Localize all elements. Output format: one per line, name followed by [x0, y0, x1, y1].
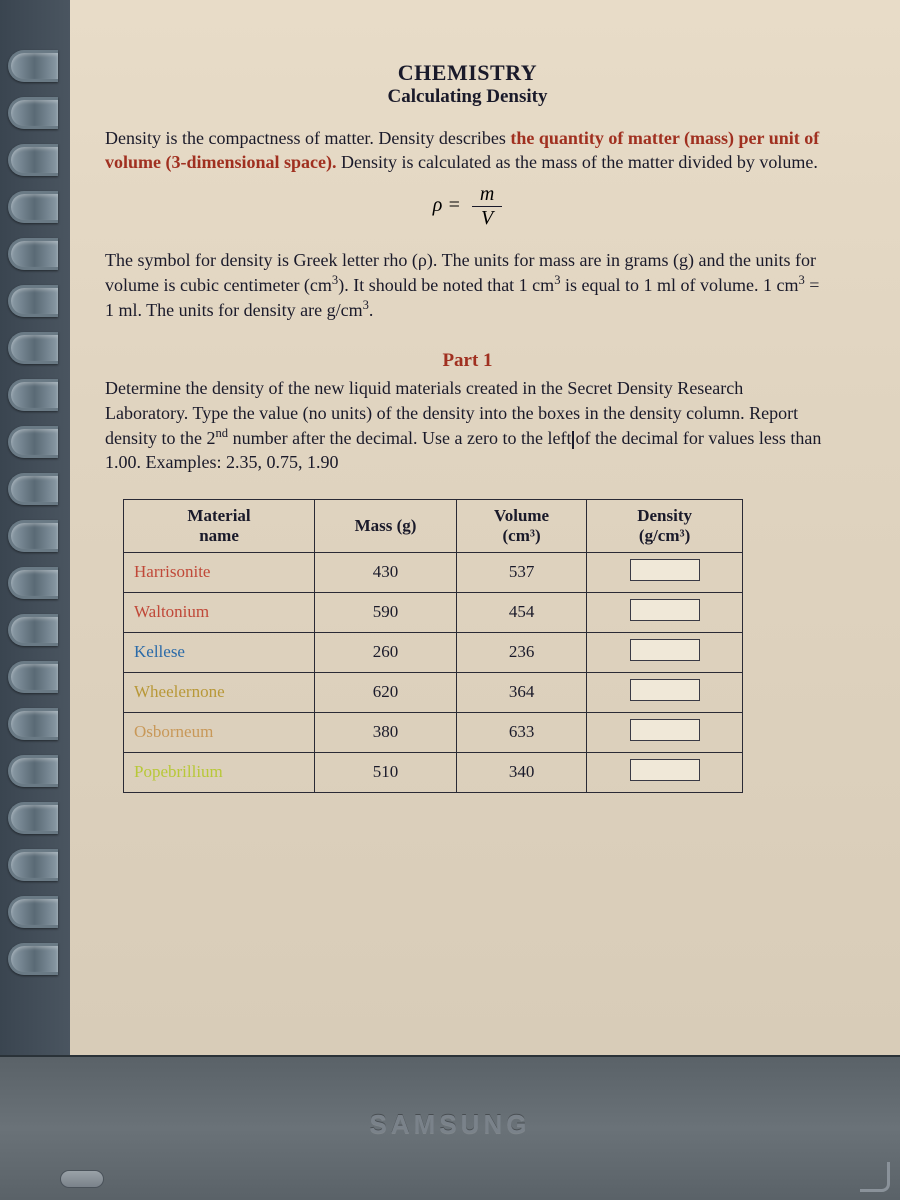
binder-ring-icon: [8, 614, 58, 646]
binder-ring-icon: [8, 473, 58, 505]
density-input[interactable]: [630, 559, 700, 581]
formula-fraction: m V: [472, 183, 502, 230]
density-cell: [587, 672, 743, 712]
intro-text-1: Density is the compactness of matter. De…: [105, 128, 510, 148]
volume-cell: 236: [456, 632, 586, 672]
material-name-cell: Harrisonite: [124, 552, 315, 592]
mass-cell: 430: [315, 552, 457, 592]
binder-ring-icon: [8, 426, 58, 458]
binder-ring-icon: [8, 332, 58, 364]
density-input[interactable]: [630, 599, 700, 621]
density-table: Material name Mass (g) Volume (cm³) Dens…: [123, 499, 743, 793]
page-subtitle: Calculating Density: [105, 86, 830, 108]
intro-text-2: Density is calculated as the mass of the…: [337, 152, 818, 172]
mass-cell: 590: [315, 592, 457, 632]
bezel-corner-icon: [860, 1162, 890, 1192]
binder-ring-icon: [8, 802, 58, 834]
table-row: Osborneum380633: [124, 712, 743, 752]
mass-cell: 620: [315, 672, 457, 712]
binder-ring-icon: [8, 379, 58, 411]
density-cell: [587, 632, 743, 672]
table-row: Wheelernone620364: [124, 672, 743, 712]
density-input[interactable]: [630, 679, 700, 701]
title-block: CHEMISTRY Calculating Density: [105, 60, 830, 108]
material-name-cell: Wheelernone: [124, 672, 315, 712]
explanation-paragraph: The symbol for density is Greek letter r…: [105, 248, 830, 323]
page-title: CHEMISTRY: [105, 60, 830, 86]
volume-cell: 537: [456, 552, 586, 592]
part1-title: Part 1: [105, 350, 830, 372]
intro-paragraph: Density is the compactness of matter. De…: [105, 126, 830, 175]
mass-cell: 380: [315, 712, 457, 752]
formula-denominator: V: [472, 207, 502, 230]
part1-description: Determine the density of the new liquid …: [105, 376, 830, 474]
binder-ring-icon: [8, 755, 58, 787]
binder-ring-icon: [8, 97, 58, 129]
binder-ring-icon: [8, 520, 58, 552]
mass-cell: 260: [315, 632, 457, 672]
monitor-brand: SAMSUNG: [0, 1109, 900, 1140]
material-name-cell: Kellese: [124, 632, 315, 672]
mass-cell: 510: [315, 752, 457, 792]
density-cell: [587, 592, 743, 632]
binder-ring-icon: [8, 567, 58, 599]
table-row: Popebrillium510340: [124, 752, 743, 792]
density-cell: [587, 712, 743, 752]
density-input[interactable]: [630, 639, 700, 661]
binder-ring-icon: [8, 144, 58, 176]
col-mass: Mass (g): [315, 499, 457, 552]
binder-ring-icon: [8, 238, 58, 270]
table-header-row: Material name Mass (g) Volume (cm³) Dens…: [124, 499, 743, 552]
volume-cell: 454: [456, 592, 586, 632]
binder-ring-icon: [8, 285, 58, 317]
formula-lhs: ρ =: [433, 194, 461, 216]
density-input[interactable]: [630, 759, 700, 781]
monitor-bezel: SAMSUNG: [0, 1055, 900, 1200]
col-material: Material name: [124, 499, 315, 552]
table-row: Harrisonite430537: [124, 552, 743, 592]
binder-ring-icon: [8, 50, 58, 82]
density-formula: ρ = m V: [105, 183, 830, 230]
volume-cell: 340: [456, 752, 586, 792]
volume-cell: 364: [456, 672, 586, 712]
col-volume: Volume (cm³): [456, 499, 586, 552]
binder-ring-icon: [8, 661, 58, 693]
binder-edge: [0, 0, 70, 1200]
col-density: Density (g/cm³): [587, 499, 743, 552]
volume-cell: 633: [456, 712, 586, 752]
worksheet-page: CHEMISTRY Calculating Density Density is…: [55, 0, 900, 1060]
binder-ring-icon: [8, 896, 58, 928]
density-input[interactable]: [630, 719, 700, 741]
density-cell: [587, 552, 743, 592]
binder-ring-icon: [8, 849, 58, 881]
binder-ring-icon: [8, 191, 58, 223]
binder-ring-icon: [8, 943, 58, 975]
material-name-cell: Osborneum: [124, 712, 315, 752]
table-row: Waltonium590454: [124, 592, 743, 632]
density-cell: [587, 752, 743, 792]
table-row: Kellese260236: [124, 632, 743, 672]
binder-ring-icon: [8, 708, 58, 740]
material-name-cell: Popebrillium: [124, 752, 315, 792]
material-name-cell: Waltonium: [124, 592, 315, 632]
formula-numerator: m: [472, 183, 502, 207]
power-button[interactable]: [60, 1170, 104, 1188]
